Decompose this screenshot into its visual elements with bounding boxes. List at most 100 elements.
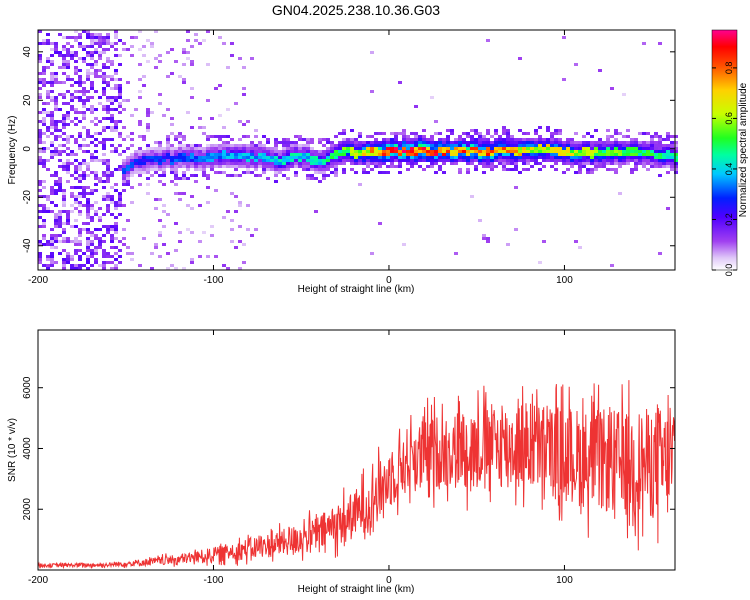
spectrogram-cell <box>214 144 218 147</box>
spectrogram-cell <box>546 129 550 132</box>
spectrogram-cell <box>182 78 186 81</box>
spectrogram-cell <box>446 147 450 150</box>
spectrogram-cell <box>54 138 58 141</box>
spectrogram-cell <box>350 159 354 162</box>
spectrogram-cell <box>582 162 586 165</box>
spectrogram-cell <box>610 264 614 267</box>
spectrogram-cell <box>254 147 258 150</box>
spectrogram-cell <box>234 165 238 168</box>
spectrogram-cell <box>46 210 50 213</box>
spectrogram-cell <box>226 153 230 156</box>
spectrogram-cell <box>534 162 538 165</box>
spectrogram-cell <box>74 90 78 93</box>
spectrogram-cell <box>114 150 118 153</box>
spectrogram-cell <box>82 126 86 129</box>
spectrogram-cell <box>74 141 78 144</box>
spectrogram-cell <box>158 180 162 183</box>
spectrogram-cell <box>162 174 166 177</box>
spectrogram-cell <box>354 162 358 165</box>
spectrogram-cell <box>238 165 242 168</box>
spectrogram-cell <box>38 210 42 213</box>
spectrogram-cell <box>54 72 58 75</box>
spectrogram-cell <box>486 132 490 135</box>
spectrogram-cell <box>310 168 314 171</box>
spectrogram-cell <box>146 183 150 186</box>
spectrogram-cell <box>662 144 666 147</box>
spectrogram-cell <box>62 138 66 141</box>
spectrogram-cell <box>106 138 110 141</box>
spectrogram-cell <box>110 201 114 204</box>
spectrogram-cell <box>410 147 414 150</box>
spectrogram-cell <box>418 156 422 159</box>
spectrogram-cell <box>78 213 82 216</box>
spectrogram-cell <box>74 186 78 189</box>
spectrogram-cell <box>386 147 390 150</box>
spectrogram-cell <box>50 264 54 267</box>
spectrogram-cell <box>334 174 338 177</box>
spectrogram-cell <box>118 78 122 81</box>
spectrogram-cell <box>266 162 270 165</box>
spectrogram-cell <box>250 57 254 60</box>
spectrogram-cell <box>366 141 370 144</box>
spectrogram-cell <box>534 132 538 135</box>
spectrogram-cell <box>522 168 526 171</box>
spectrogram-cell <box>222 150 226 153</box>
spectrogram-cell <box>470 135 474 138</box>
spectrogram-cell <box>614 153 618 156</box>
spectrogram-cell <box>610 168 614 171</box>
spectrogram-cell <box>642 144 646 147</box>
spectrogram-cell <box>78 132 82 135</box>
spectrogram-cell <box>58 225 62 228</box>
spectrogram-cell <box>118 168 122 171</box>
spectrogram-cell <box>130 252 134 255</box>
spectrogram-cell <box>50 258 54 261</box>
spectrogram-cell <box>86 36 90 39</box>
spectrogram-cell <box>366 162 370 165</box>
spectrogram-cell <box>262 150 266 153</box>
spectrogram-cell <box>90 231 94 234</box>
spectrogram-cell <box>122 174 126 177</box>
spectrogram-cell <box>218 162 222 165</box>
spectrogram-cell <box>634 168 638 171</box>
spectrogram-cell <box>78 165 82 168</box>
spectrogram-cell <box>562 141 566 144</box>
spectrogram-cell <box>106 261 110 264</box>
spectrogram-cell <box>98 228 102 231</box>
spectrogram-cell <box>462 150 466 153</box>
spectrogram-cell <box>130 114 134 117</box>
spectrogram-cell <box>46 240 50 243</box>
spectrogram-cell <box>558 150 562 153</box>
spectrogram-cell <box>146 171 150 174</box>
spectrogram-cell <box>398 147 402 150</box>
spectrogram-cell <box>546 126 550 129</box>
spectrogram-cell <box>466 153 470 156</box>
spectrogram-cell <box>282 150 286 153</box>
spectrogram-cell <box>46 147 50 150</box>
spectrogram-cell <box>90 207 94 210</box>
spectrogram-cell <box>82 159 86 162</box>
spectrogram-cell <box>462 153 466 156</box>
spectrogram-cell <box>78 78 82 81</box>
spectrogram-cell <box>434 162 438 165</box>
spectrogram-cell <box>594 129 598 132</box>
spectrogram-cell <box>362 147 366 150</box>
spectrogram-cell <box>218 171 222 174</box>
spectrogram-cell <box>178 231 182 234</box>
spectrogram-cell <box>146 126 150 129</box>
spectrogram-cell <box>94 63 98 66</box>
spectrogram-cell <box>250 159 254 162</box>
spectrogram-cell <box>434 120 438 123</box>
spectrogram-cell <box>238 138 242 141</box>
spectrogram-cell <box>286 144 290 147</box>
spectrogram-cell <box>230 54 234 57</box>
spectrogram-cell <box>142 159 146 162</box>
spectrogram-cell <box>526 168 530 171</box>
spectrogram-cell <box>246 168 250 171</box>
spectrogram-cell <box>422 129 426 132</box>
spectrogram-cell <box>86 243 90 246</box>
spectrogram-cell <box>50 228 54 231</box>
spectrogram-x-label: Height of straight line (km) <box>298 284 415 295</box>
spectrogram-cell <box>82 222 86 225</box>
spectrogram-cell <box>622 153 626 156</box>
spectrogram-cell <box>506 153 510 156</box>
